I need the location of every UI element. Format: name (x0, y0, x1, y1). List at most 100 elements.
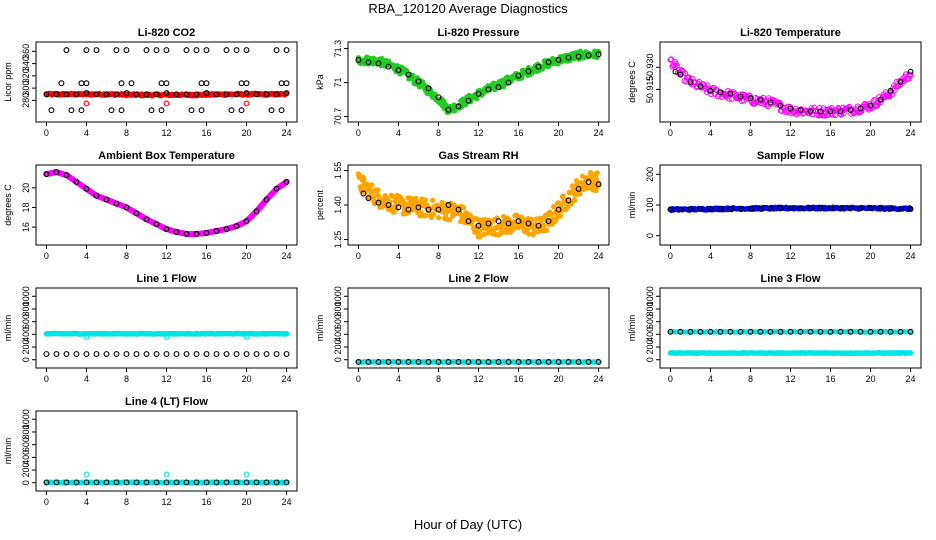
data-point (445, 106, 452, 113)
plot-frame (35, 164, 298, 246)
series-line-4-flow-hourly-mean- (43, 479, 290, 486)
data-point (425, 358, 432, 365)
series-box-temperature-hourly-mean- (43, 169, 290, 237)
panel-title: Line 1 Flow (137, 273, 197, 285)
data-point (425, 85, 432, 92)
data-point (193, 91, 200, 98)
data-point (158, 107, 165, 114)
figure-title: RBA_120120 Average Diagnostics (368, 1, 568, 16)
x-tick-label: 8 (436, 128, 441, 138)
panel-title: Gas Stream RH (438, 150, 518, 162)
x-tick-label: 12 (473, 374, 483, 384)
data-point (777, 328, 784, 335)
data-point (817, 108, 824, 115)
data-point (223, 351, 230, 357)
y-axis-label: ml/min (627, 315, 637, 342)
x-tick-label: 16 (202, 374, 212, 384)
data-point (837, 108, 844, 115)
data-point (183, 47, 190, 54)
data-point (103, 196, 110, 203)
data-point (707, 205, 714, 212)
data-point (807, 328, 814, 335)
y-tick-label: 16 (21, 222, 31, 232)
data-point (757, 328, 764, 335)
data-point (123, 204, 130, 211)
y-axis-label: percent (315, 189, 325, 220)
data-point (143, 91, 150, 98)
series-rh-all-samples- (355, 169, 602, 240)
y-tick-label: 800 (21, 301, 31, 316)
data-point (213, 91, 220, 98)
data-point (128, 80, 135, 87)
x-tick-label: 8 (124, 497, 129, 507)
plot-area (43, 471, 290, 486)
series-co2-outliers (83, 100, 250, 107)
y-axis-label: Licor ppm (3, 62, 13, 102)
data-point (263, 351, 270, 357)
data-point (93, 351, 100, 357)
data-point (213, 479, 220, 486)
data-point (887, 205, 894, 212)
data-point (193, 47, 200, 54)
y-tick-label: 200 (21, 463, 31, 478)
y-tick-label: 1.25 (333, 231, 343, 249)
data-point (465, 97, 472, 104)
data-point (747, 95, 754, 102)
data-point (193, 479, 200, 486)
x-tick-label: 0 (356, 251, 361, 261)
data-point (63, 91, 70, 98)
data-point (238, 107, 245, 114)
x-tick-label: 24 (282, 497, 292, 507)
data-point (113, 91, 120, 98)
data-point (253, 208, 260, 215)
data-point (283, 47, 290, 54)
data-point (78, 107, 85, 114)
data-point (405, 358, 412, 365)
plot-area (43, 330, 290, 357)
data-point (445, 202, 452, 208)
data-point (877, 205, 884, 212)
data-point (395, 204, 402, 211)
data-point (273, 479, 280, 486)
x-tick-label: 20 (242, 497, 252, 507)
data-point (777, 205, 784, 212)
panel-title: Li-820 Temperature (740, 27, 841, 39)
series-co2-high-hourly- (63, 47, 290, 54)
x-tick-label: 8 (124, 128, 129, 138)
data-point (525, 358, 532, 365)
data-point (435, 206, 442, 213)
data-point (103, 91, 110, 98)
data-point (555, 56, 562, 63)
data-point (687, 79, 694, 85)
data-point (767, 328, 774, 335)
data-point (485, 220, 492, 227)
plot-area (43, 169, 290, 237)
data-point (103, 351, 110, 357)
data-point (565, 54, 572, 61)
data-point (505, 220, 512, 227)
data-point (143, 216, 150, 223)
y-tick-label: 1000 (21, 286, 31, 306)
x-tick-label: 12 (785, 251, 795, 261)
data-point (243, 80, 250, 87)
data-point (897, 328, 904, 335)
data-point (485, 358, 492, 365)
data-point (213, 351, 220, 357)
plot-area (355, 358, 602, 365)
data-point (278, 107, 285, 114)
data-point (153, 479, 160, 486)
y-tick-label: 70.7 (333, 108, 343, 126)
data-point (687, 206, 694, 212)
data-point (874, 102, 881, 109)
data-point (727, 328, 734, 335)
data-point (571, 197, 578, 204)
data-point (707, 328, 714, 335)
data-point (827, 328, 834, 335)
data-point (717, 205, 724, 212)
y-tick-label: 0 (333, 357, 343, 362)
data-point (283, 330, 290, 337)
data-point (423, 212, 429, 219)
data-point (877, 96, 884, 103)
data-point (415, 78, 422, 85)
data-point (223, 479, 230, 486)
